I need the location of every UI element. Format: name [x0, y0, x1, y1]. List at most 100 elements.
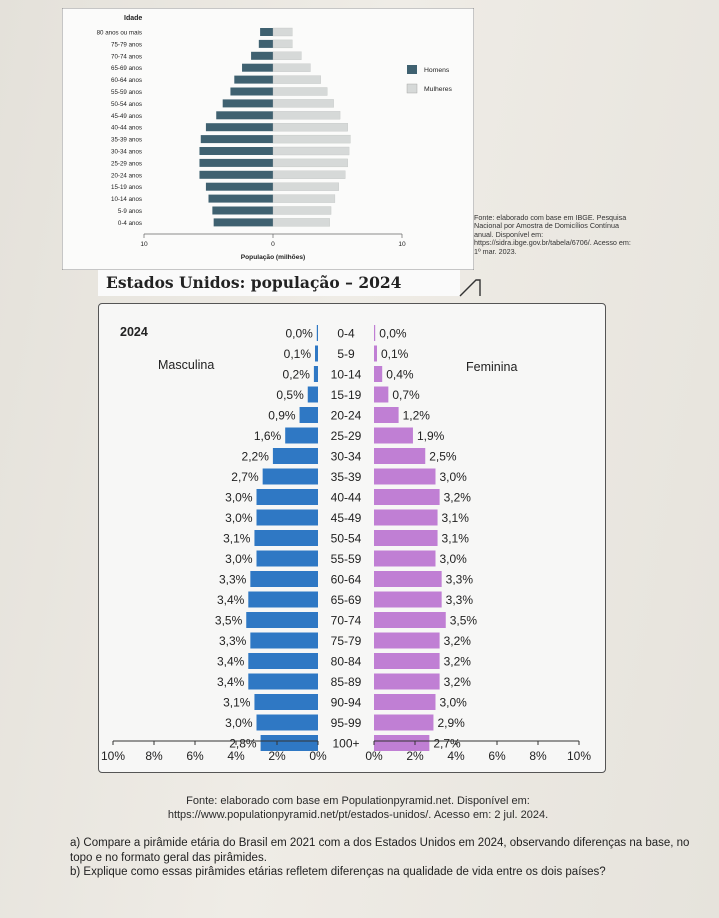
us-age-label: 30-34 [331, 450, 362, 464]
us-data-label-female: 3,2% [444, 634, 472, 648]
us-x-tick-label-left: 6% [186, 749, 204, 763]
us-x-tick-label-left: 2% [268, 749, 286, 763]
series-name-male: Masculina [158, 358, 214, 372]
us-data-label-female: 3,1% [442, 511, 470, 525]
us-bar-female [374, 448, 426, 464]
us-data-label-female: 3,0% [440, 696, 468, 710]
us-data-label-female: 2,9% [437, 716, 465, 730]
us-age-label: 15-19 [331, 388, 362, 402]
brazil-bar-men [242, 63, 273, 72]
us-bar-male [256, 714, 318, 731]
us-data-label-female: 3,3% [446, 573, 474, 587]
legend-swatch-men [407, 65, 417, 74]
us-data-label-female: 3,2% [444, 491, 472, 505]
us-bar-male [272, 448, 318, 464]
brazil-bar-men [216, 111, 273, 120]
brazil-bar-men [251, 51, 273, 60]
us-data-label-male: 2,2% [242, 450, 270, 464]
us-bar-male [315, 345, 318, 362]
us-bar-female [374, 550, 436, 567]
brazil-bar-women [272, 111, 341, 120]
brazil-age-label: 55-59 anos [111, 89, 142, 96]
brazil-bar-men [212, 206, 273, 215]
brazil-age-label: 25-29 anos [111, 160, 142, 167]
brazil-bar-women [272, 146, 350, 156]
us-x-tick-label-right: 4% [447, 749, 465, 763]
us-age-label: 95-99 [331, 716, 362, 730]
brazil-age-label: 5-9 anos [118, 208, 142, 215]
us-bar-female [374, 612, 446, 628]
us-bar-female [374, 489, 440, 505]
us-data-label-male: 3,5% [215, 614, 243, 628]
us-data-label-male: 3,3% [219, 573, 247, 587]
brazil-bar-women [272, 182, 339, 191]
us-data-label-female: 3,0% [440, 552, 468, 566]
us-data-label-male: 3,1% [223, 696, 251, 710]
us-data-label-male: 3,0% [225, 552, 253, 566]
us-bar-male [246, 612, 318, 628]
us-data-label-male: 0,5% [276, 388, 304, 402]
us-x-tick-label-left: 8% [145, 749, 163, 763]
us-age-label: 60-64 [331, 573, 362, 587]
us-data-label-male: 3,4% [217, 655, 245, 669]
brazil-bar-men [199, 158, 273, 167]
us-age-label: 20-24 [331, 409, 362, 423]
us-data-label-male: 3,4% [217, 593, 245, 607]
us-age-label: 100+ [332, 737, 359, 751]
us-data-label-female: 3,2% [444, 675, 472, 689]
us-bar-female [374, 366, 383, 382]
legend-swatch-women [406, 83, 418, 94]
us-data-label-female: 1,2% [403, 409, 431, 423]
brazil-population-pyramid: Idade 80 anos ou mais 75-79 anos 70-74 ano… [62, 8, 474, 270]
brazil-x-tick-label: 10 [140, 241, 148, 248]
us-population-pyramid: 2024 Masculina Feminina 0,0% 0,0% 0-4 0,1% 0… [101, 325, 591, 763]
us-bar-male [313, 366, 318, 382]
us-data-label-female: 2,5% [429, 450, 457, 464]
us-bar-male [262, 468, 318, 485]
brazil-bar-women [272, 158, 348, 168]
us-data-label-female: 1,9% [417, 429, 445, 443]
question-a: a) Compare a pirâmide etária do Brasil e… [70, 837, 690, 864]
us-data-label-male: 0,9% [268, 409, 296, 423]
us-year-label: 2024 [120, 325, 148, 339]
us-x-tick-label-left: 10% [101, 749, 125, 763]
us-data-label-male: 0,0% [285, 327, 313, 341]
brazil-bar-men [222, 99, 273, 108]
us-x-tick-label-left: 4% [227, 749, 245, 763]
brazil-bar-women [272, 39, 293, 49]
brazil-x-axis-label: População (milhões) [241, 254, 305, 261]
brazil-bar-women [272, 194, 336, 203]
brazil-bar-men [230, 87, 273, 96]
brazil-age-label: 65-69 anos [111, 65, 142, 72]
us-data-label-female: 3,0% [440, 470, 468, 484]
brazil-bar-women [272, 134, 351, 144]
us-data-label-female: 0,7% [392, 388, 420, 402]
brazil-age-label: 75-79 anos [111, 41, 142, 48]
brazil-bar-women [272, 99, 334, 108]
us-data-label-male: 0,1% [284, 347, 312, 361]
us-bar-female [374, 509, 438, 526]
us-data-label-male: 2,7% [231, 470, 259, 484]
us-bar-male [250, 632, 318, 649]
us-age-label: 5-9 [337, 347, 355, 361]
legend-label-men: Homens [424, 67, 450, 74]
us-bar-female [374, 427, 413, 444]
us-data-label-female: 3,1% [442, 532, 470, 546]
us-age-label: 10-14 [331, 368, 362, 382]
brazil-bar-women [272, 123, 348, 132]
us-bar-male [256, 509, 318, 526]
brazil-bar-men [208, 194, 273, 203]
us-data-label-female: 3,5% [450, 614, 478, 628]
us-bar-male [285, 427, 318, 444]
us-bar-female [374, 714, 434, 731]
us-age-label: 45-49 [331, 511, 362, 525]
us-data-label-female: 2,7% [433, 737, 461, 751]
brazil-age-label: 15-19 anos [111, 184, 142, 191]
us-x-tick-label-right: 8% [529, 749, 547, 763]
brazil-x-tick-label: 0 [271, 241, 275, 248]
us-bar-male [254, 694, 318, 710]
brazil-age-label: 50-54 anos [111, 101, 142, 108]
us-data-label-female: 0,4% [386, 368, 414, 382]
us-age-label: 80-84 [331, 655, 362, 669]
questions-block: a) Compare a pirâmide etária do Brasil e… [70, 836, 700, 880]
